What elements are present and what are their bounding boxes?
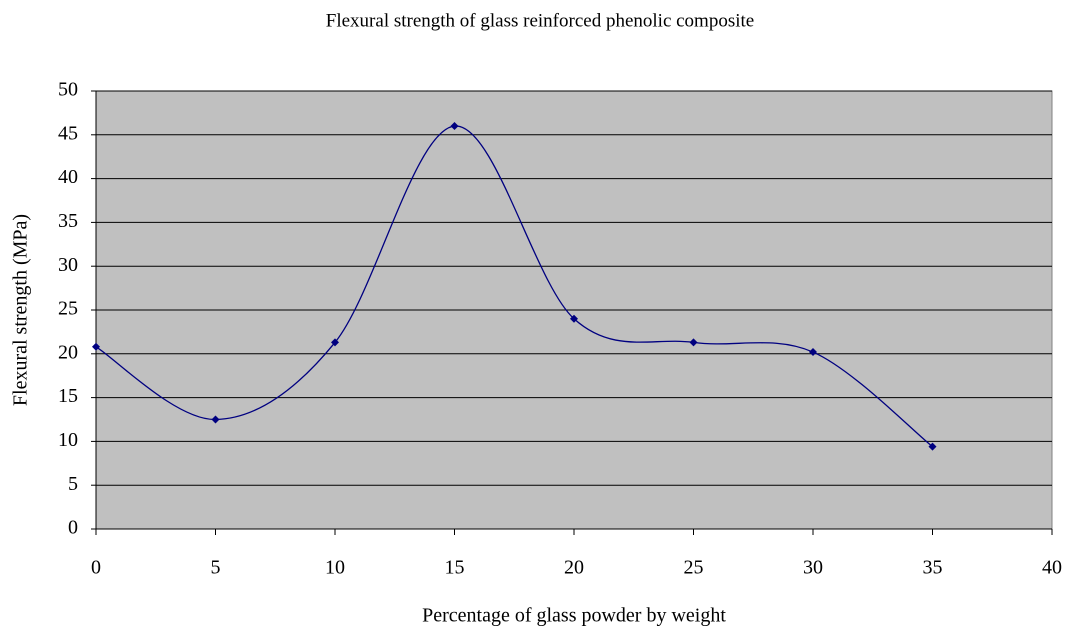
x-tick-label: 5 xyxy=(211,557,221,579)
x-tick-label: 20 xyxy=(564,557,584,579)
line xyxy=(95,125,933,448)
x-tick-label: 35 xyxy=(923,557,943,579)
y-tick-label: 35 xyxy=(58,210,78,232)
y-tick-label: 40 xyxy=(58,166,78,188)
marker xyxy=(928,442,937,451)
x-tick-label: 30 xyxy=(803,557,823,579)
y-tick-label: 25 xyxy=(58,298,78,320)
chart-title: Flexural strength of glass reinforced ph… xyxy=(326,10,754,31)
y-tick-label: 10 xyxy=(58,429,78,451)
y-tick-label: 30 xyxy=(58,254,78,276)
x-tick-label: 10 xyxy=(325,557,345,579)
marker xyxy=(211,415,220,424)
marker xyxy=(809,348,817,357)
y-tick-label: 50 xyxy=(58,79,78,101)
marker xyxy=(92,342,100,351)
marker xyxy=(570,314,578,323)
marker xyxy=(450,122,459,131)
y-tick-label: 45 xyxy=(58,122,78,144)
x-tick-label: 25 xyxy=(684,557,704,579)
x-tick-label: 0 xyxy=(91,557,101,579)
y-tick-label: 20 xyxy=(58,341,78,363)
y-axis-label: Flexural strength (MPa) xyxy=(10,214,32,406)
y-tick-label: 0 xyxy=(68,517,78,539)
x-tick-label: 40 xyxy=(1042,557,1062,579)
x-axis-label: Percentage of glass powder by weight xyxy=(422,605,726,627)
x-tick-label: 15 xyxy=(445,557,465,579)
marker xyxy=(331,338,339,347)
marker xyxy=(689,338,698,347)
y-tick-label: 15 xyxy=(58,385,78,407)
y-tick-label: 5 xyxy=(68,473,78,495)
